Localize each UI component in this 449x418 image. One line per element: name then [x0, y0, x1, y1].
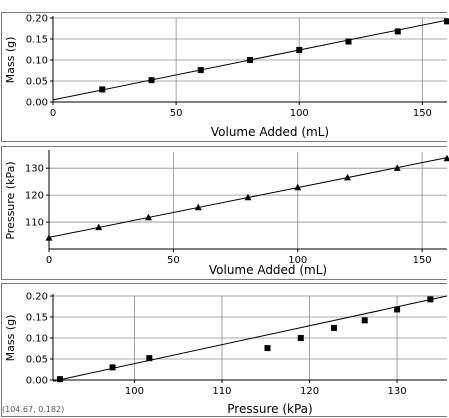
- chart3-data-point-0: [57, 376, 64, 383]
- chart3-x-tick-label-1: 110: [212, 386, 231, 397]
- chart3-data-point-5: [331, 324, 338, 331]
- chart2-data-point-2: [145, 213, 152, 221]
- chart3-data-point-3: [264, 345, 271, 352]
- chart1-data-point-7: [444, 18, 449, 25]
- chart1-x-tick-label-2: 100: [290, 108, 309, 119]
- chart1-y-tick-label-0: 0.00: [26, 98, 48, 109]
- chart1-y-tick-label-2: 0.10: [26, 56, 48, 67]
- chart1-data-point-4: [296, 46, 303, 53]
- chart1-x-tick-label-0: 0: [50, 108, 56, 119]
- chart1-data-point-1: [148, 77, 155, 84]
- chart2-data-point-4: [244, 193, 252, 201]
- chart3-x-axis-label: Pressure (kPa): [227, 402, 312, 416]
- chart3-y-tick-label-1: 0.05: [26, 355, 48, 366]
- chart2-x-tick-label-3: 150: [413, 255, 432, 266]
- chart1-data-point-3: [247, 57, 253, 63]
- chart-panel-3: [1, 283, 447, 417]
- chart3-data-point-1: [109, 364, 116, 371]
- chart3-y-tick-label-4: 0.20: [26, 292, 48, 303]
- chart3-y-tick-label-2: 0.10: [26, 334, 48, 345]
- chart2-data-point-1: [95, 223, 103, 231]
- chart2-data-point-0: [45, 234, 53, 241]
- chart3-y-tick-label-3: 0.15: [26, 313, 48, 324]
- chart2-data-point-6: [344, 173, 351, 181]
- chart2-x-axis-label: Volume Added (mL): [209, 263, 327, 277]
- chart3-x-tick-label-3: 130: [388, 386, 407, 397]
- chart2-data-point-5: [294, 183, 302, 191]
- chart2-y-tick-label-0: 110: [25, 218, 44, 229]
- chart1-y-tick-label-1: 0.05: [26, 77, 48, 88]
- chart1-data-point-2: [197, 67, 204, 74]
- chart1-data-point-5: [345, 38, 352, 45]
- chart1-data-point-6: [394, 28, 401, 35]
- chart2-x-tick-label-0: 0: [46, 255, 52, 266]
- chart2-y-axis-label: Pressure (kPa): [4, 161, 17, 239]
- chart2-data-point-7: [393, 164, 401, 171]
- chart1-y-tick-label-3: 0.15: [26, 35, 48, 46]
- chart3-data-point-6: [361, 317, 368, 324]
- chart2-x-tick-label-2: 100: [288, 255, 307, 266]
- chart3-data-point-7: [394, 306, 401, 313]
- chart3-y-tick-label-0: 0.00: [26, 376, 48, 387]
- chart1-x-tick-label-3: 150: [413, 108, 432, 119]
- chart3-data-point-2: [146, 355, 153, 362]
- chart3-y-axis-label: Mass (g): [4, 315, 17, 362]
- chart3-fit-line: [52, 295, 448, 382]
- chart2-data-point-8: [443, 154, 449, 162]
- chart1-x-tick-label-1: 50: [170, 108, 183, 119]
- cursor-readout: (104.67, 0.182): [2, 405, 65, 414]
- chart3-x-tick-label-0: 100: [125, 386, 144, 397]
- chart-panel-1: [1, 12, 447, 142]
- chart2-y-tick-label-1: 120: [25, 191, 44, 202]
- chart1-x-axis-label: Volume Added (mL): [211, 125, 329, 139]
- chart1-y-tick-label-4: 0.20: [26, 14, 48, 25]
- chart1-data-point-0: [99, 86, 106, 93]
- chart3-data-point-8: [427, 296, 434, 303]
- chart2-x-tick-label-1: 50: [167, 255, 180, 266]
- chart2-y-tick-label-2: 130: [25, 164, 44, 175]
- chart3-data-point-4: [297, 335, 304, 341]
- chart3-x-tick-label-2: 120: [300, 386, 319, 397]
- chart1-y-axis-label: Mass (g): [4, 37, 17, 84]
- chart2-data-point-3: [194, 203, 202, 211]
